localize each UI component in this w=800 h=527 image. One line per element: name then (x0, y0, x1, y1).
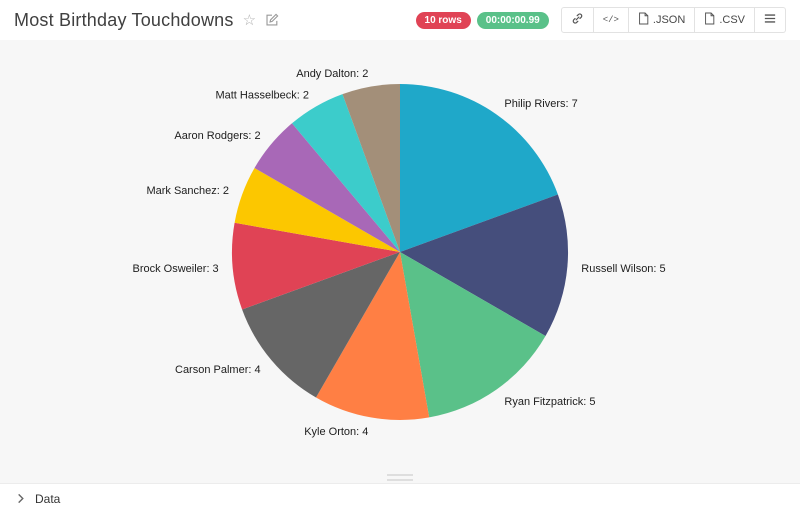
pie-slice-andy-dalton[interactable] (342, 83, 401, 252)
pie-slice-label: Kyle Orton: 4 (304, 426, 368, 438)
pie-slice-aaron-rodgers[interactable] (254, 123, 401, 252)
view-query-button[interactable]: </> (593, 7, 629, 33)
header: Most Birthday Touchdowns ☆ 10 rows 00:00… (0, 0, 800, 40)
page-title: Most Birthday Touchdowns (14, 9, 234, 30)
edit-title-icon[interactable] (265, 13, 279, 27)
export-json-label: .JSON (652, 14, 686, 26)
hamburger-menu-icon (764, 13, 776, 27)
file-icon (638, 12, 649, 28)
pie-slice-philip-rivers[interactable] (400, 83, 558, 252)
pie-slice-carson-palmer[interactable] (242, 252, 400, 398)
data-panel-label: Data (35, 492, 61, 506)
pie-slice-label: Mark Sanchez: 2 (146, 185, 229, 197)
title-wrap: Most Birthday Touchdowns ☆ (14, 10, 279, 31)
pie-slice-russell-wilson[interactable] (400, 194, 569, 337)
pie-slice-label: Ryan Fitzpatrick: 5 (504, 396, 595, 408)
link-icon (571, 12, 584, 28)
pie-slice-label: Philip Rivers: 7 (504, 98, 577, 110)
code-icon: </> (602, 15, 619, 25)
pie-slice-kyle-orton[interactable] (316, 252, 430, 420)
favorite-star-icon[interactable]: ☆ (242, 11, 257, 29)
chevron-right-icon (16, 493, 25, 504)
pie-slice-label: Carson Palmer: 4 (175, 364, 261, 376)
export-csv-button[interactable]: .CSV (695, 7, 755, 33)
pie-slice-label: Andy Dalton: 2 (296, 68, 368, 80)
header-toolbar: 10 rows 00:00:00.99 </> (415, 7, 786, 33)
pie-slice-label: Russell Wilson: 5 (581, 263, 665, 275)
export-button-group: </> .JSON (560, 7, 786, 33)
pie-slice-ryan-fitzpatrick[interactable] (400, 252, 546, 418)
panel-resize-handle[interactable] (387, 474, 413, 481)
pie-chart: Philip Rivers: 7 Russell Wilson: 5 Ryan Fi… (132, 68, 665, 438)
pie-slice-label: Matt Hasselbeck: 2 (215, 89, 309, 101)
data-panel-toggle[interactable]: Data (0, 483, 800, 527)
pie-slice-matt-hasselbeck[interactable] (292, 94, 400, 252)
more-options-button[interactable] (755, 7, 786, 33)
pie-slice-label: Brock Osweiler: 3 (132, 263, 218, 275)
copy-link-button[interactable] (560, 7, 594, 33)
export-csv-label: .CSV (719, 14, 745, 26)
file-icon (704, 12, 715, 28)
export-json-button[interactable]: .JSON (628, 7, 696, 33)
pie-slice-label: Aaron Rodgers: 2 (174, 130, 260, 142)
query-duration-badge: 00:00:00.99 (476, 11, 549, 29)
rows-count-badge: 10 rows (415, 11, 471, 29)
chart-area: Philip Rivers: 7 Russell Wilson: 5 Ryan Fi… (0, 40, 800, 483)
pie-slice-mark-sanchez[interactable] (234, 168, 400, 252)
pie-slice-brock-osweiler[interactable] (232, 222, 400, 310)
